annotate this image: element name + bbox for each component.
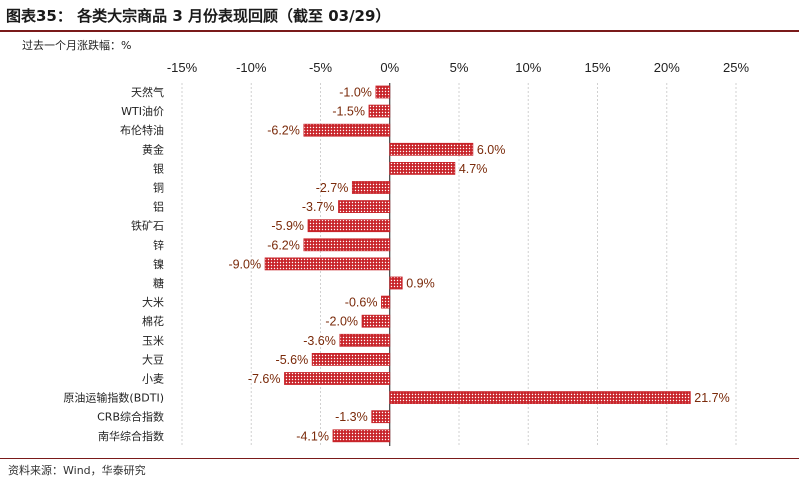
bar-0 <box>375 85 391 99</box>
value-label: -1.0% <box>339 86 372 100</box>
category-label: 铁矿石 <box>131 220 164 233</box>
category-label: 天然气 <box>131 85 164 99</box>
bar-16 <box>389 391 691 405</box>
value-label: -3.6% <box>303 334 336 348</box>
x-tick-label: 25% <box>723 60 749 75</box>
value-label: -4.1% <box>296 429 329 443</box>
x-axis-ticks: -15% -10% -5% 0% 5% 10% 15% 20% 25% <box>167 60 750 75</box>
unit-label: 过去一个月涨跌幅：% <box>22 38 131 52</box>
bar-12 <box>361 314 391 328</box>
category-labels: 天然气 WTI油价布伦特油黄金银铜铝铁矿石锌镍糖大米棉花玉米大豆小麦原油运输指数(… <box>63 85 164 443</box>
category-label: 棉花 <box>142 314 164 328</box>
value-label: 0.9% <box>406 277 435 291</box>
category-label: 南华综合指数 <box>98 429 164 443</box>
value-label: -2.0% <box>325 315 358 329</box>
x-tick-label: -5% <box>309 60 333 75</box>
x-tick-label: 20% <box>654 60 680 75</box>
category-label: 玉米 <box>142 334 164 347</box>
bar-11 <box>381 295 391 309</box>
value-label: -5.6% <box>276 353 309 367</box>
x-tick-label: -15% <box>167 60 198 75</box>
value-label: -5.9% <box>271 219 304 233</box>
value-label: 21.7% <box>694 391 729 405</box>
value-label: -1.3% <box>335 410 368 424</box>
category-label: WTI油价 <box>121 104 164 118</box>
value-label: -1.5% <box>332 105 365 119</box>
category-label: 大豆 <box>142 352 164 366</box>
footer-divider <box>0 458 799 459</box>
value-labels: -1.0% -1.5% -6.2% 6.0% 4.7% -2.7% -3.7% -5.9% -6… <box>228 86 729 444</box>
value-label: -7.6% <box>248 372 281 386</box>
category-label: 小麦 <box>142 373 164 386</box>
value-label: -2.7% <box>316 181 349 195</box>
value-label: -6.2% <box>267 124 300 138</box>
value-label: 4.7% <box>459 162 488 176</box>
bar-14 <box>311 352 391 366</box>
x-tick-label: 10% <box>515 60 541 75</box>
category-label: 铜 <box>153 181 164 195</box>
bar-8 <box>303 238 391 252</box>
bar-9 <box>264 257 391 271</box>
category-label: 锌 <box>153 238 164 252</box>
source-note: 资料来源：Wind，华泰研究 <box>8 464 146 477</box>
bar-4 <box>389 161 456 175</box>
x-tick-label: 15% <box>584 60 610 75</box>
bar-10 <box>389 276 403 290</box>
category-label: 铝 <box>153 200 164 214</box>
category-label: 银 <box>153 161 164 175</box>
bar-17 <box>371 410 391 424</box>
chart-title: 图表35： 各类大宗商品 3 月份表现回顾（截至 03/29） <box>6 7 391 25</box>
bar-18 <box>332 429 391 443</box>
category-label: 镍 <box>153 257 164 271</box>
bar-6 <box>338 200 391 214</box>
bar-3 <box>389 142 474 156</box>
bar-7 <box>307 219 391 233</box>
value-label: -0.6% <box>345 296 378 310</box>
bar-1 <box>368 104 391 118</box>
category-label: 黄金 <box>142 142 164 156</box>
category-label: 大米 <box>142 295 164 309</box>
bars <box>264 85 691 443</box>
bar-13 <box>339 333 391 347</box>
x-tick-label: 0% <box>380 60 399 75</box>
category-label: 原油运输指数(BDTI) <box>63 391 164 405</box>
value-label: 6.0% <box>477 143 506 157</box>
category-label: CRB综合指数 <box>97 410 164 424</box>
category-label: 布伦特油 <box>120 123 164 137</box>
value-label: -9.0% <box>228 257 261 271</box>
bar-2 <box>303 123 391 137</box>
value-label: -3.7% <box>302 200 335 214</box>
bar-15 <box>284 372 391 385</box>
bar-5 <box>351 181 391 194</box>
x-tick-label: -10% <box>236 60 267 75</box>
category-label: 糖 <box>153 276 164 290</box>
title-bar: 图表35： 各类大宗商品 3 月份表现回顾（截至 03/29） <box>0 0 799 32</box>
x-tick-label: 5% <box>450 60 469 75</box>
value-label: -6.2% <box>267 238 300 252</box>
